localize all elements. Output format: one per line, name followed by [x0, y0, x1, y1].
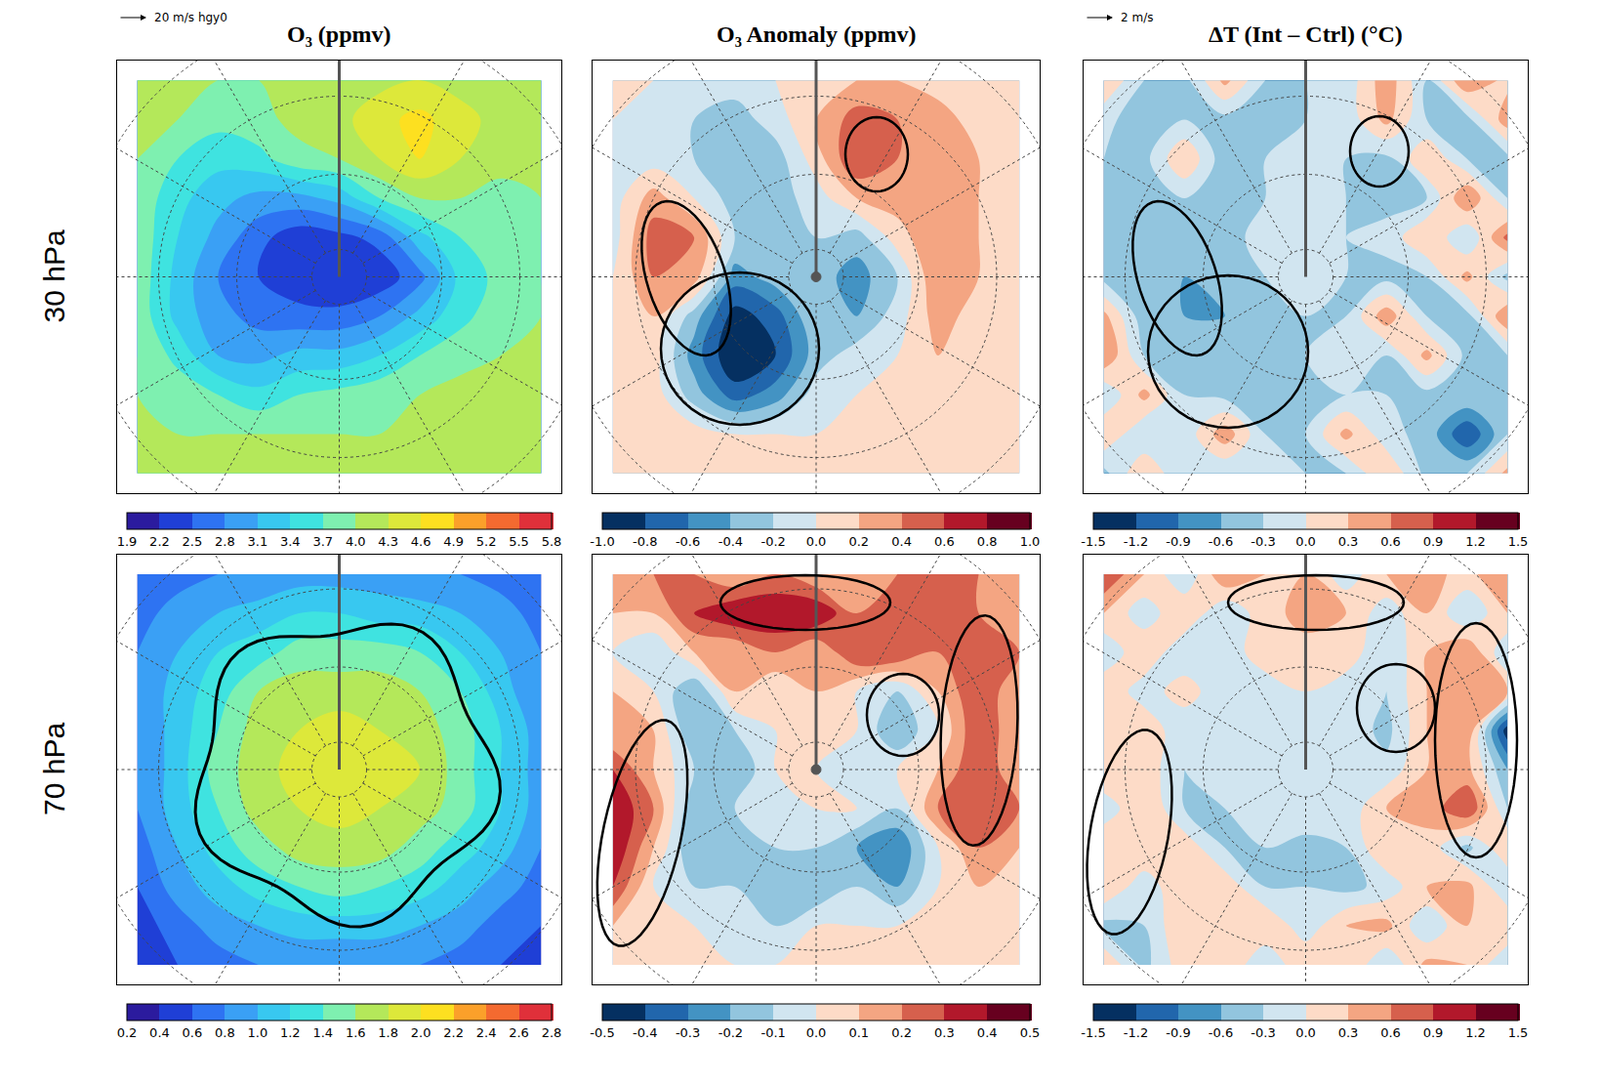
svg-text:0.9: 0.9: [1423, 533, 1444, 549]
svg-text:0.3: 0.3: [1338, 533, 1359, 549]
svg-text:2.0: 2.0: [410, 1025, 432, 1040]
svg-text:-0.2: -0.2: [761, 533, 786, 549]
svg-text:4.6: 4.6: [410, 533, 432, 549]
svg-text:4.9: 4.9: [443, 533, 464, 549]
svg-text:0.0: 0.0: [806, 533, 827, 549]
svg-text:-0.9: -0.9: [1165, 1025, 1190, 1040]
svg-text:0.2: 0.2: [117, 1025, 138, 1040]
svg-text:1.5: 1.5: [1508, 1025, 1529, 1040]
svg-text:0.2: 0.2: [848, 533, 869, 549]
svg-text:-0.4: -0.4: [632, 1025, 657, 1040]
svg-text:-0.3: -0.3: [675, 1025, 700, 1040]
svg-text:5.8: 5.8: [541, 533, 563, 549]
svg-text:2.8: 2.8: [541, 1025, 563, 1040]
svg-text:1.2: 1.2: [1465, 1025, 1486, 1040]
svg-text:2.5: 2.5: [182, 533, 204, 549]
svg-text:-0.3: -0.3: [1250, 1025, 1275, 1040]
svg-text:2.6: 2.6: [508, 1025, 530, 1040]
svg-text:0.5: 0.5: [1020, 1025, 1041, 1040]
svg-text:-1.0: -1.0: [589, 533, 615, 549]
svg-text:0.1: 0.1: [848, 1025, 869, 1040]
svg-text:20 m/s hgy0: 20 m/s hgy0: [154, 10, 228, 25]
svg-text:-1.2: -1.2: [1123, 533, 1149, 549]
svg-text:3.7: 3.7: [312, 533, 333, 549]
svg-text:1.6: 1.6: [345, 1025, 367, 1040]
svg-text:0.6: 0.6: [934, 533, 955, 549]
svg-text:2.8: 2.8: [214, 533, 236, 549]
svg-text:2.4: 2.4: [476, 1025, 497, 1040]
svg-text:4.3: 4.3: [377, 533, 399, 549]
svg-text:1.9: 1.9: [117, 533, 138, 549]
svg-text:0.8: 0.8: [214, 1025, 236, 1040]
svg-text:0.4: 0.4: [891, 533, 912, 549]
svg-text:-1.5: -1.5: [1080, 1025, 1106, 1040]
svg-text:2.2: 2.2: [443, 1025, 464, 1040]
svg-text:1.8: 1.8: [377, 1025, 399, 1040]
svg-text:5.2: 5.2: [476, 533, 497, 549]
svg-text:0.6: 0.6: [182, 1025, 204, 1040]
svg-text:1.0: 1.0: [247, 1025, 269, 1040]
svg-text:0.6: 0.6: [1380, 533, 1401, 549]
svg-text:-0.3: -0.3: [1250, 533, 1275, 549]
svg-text:-0.6: -0.6: [1208, 533, 1233, 549]
svg-text:0.9: 0.9: [1423, 1025, 1444, 1040]
svg-text:4.0: 4.0: [345, 533, 367, 549]
svg-text:1.2: 1.2: [280, 1025, 301, 1040]
svg-text:1.2: 1.2: [1465, 533, 1486, 549]
svg-text:-0.5: -0.5: [589, 1025, 615, 1040]
svg-text:ΔT (Int – Ctrl) (°C): ΔT (Int – Ctrl) (°C): [1208, 21, 1403, 47]
svg-text:-1.2: -1.2: [1123, 1025, 1149, 1040]
svg-text:0.0: 0.0: [806, 1025, 827, 1040]
svg-text:-0.1: -0.1: [761, 1025, 786, 1040]
svg-text:0.0: 0.0: [1295, 1025, 1316, 1040]
svg-text:70 hPa: 70 hPa: [38, 722, 71, 816]
svg-text:5.5: 5.5: [508, 533, 530, 549]
svg-text:2 m/s: 2 m/s: [1120, 10, 1153, 25]
svg-text:1.5: 1.5: [1508, 533, 1529, 549]
svg-text:-0.2: -0.2: [718, 1025, 743, 1040]
svg-text:-0.8: -0.8: [632, 533, 657, 549]
svg-text:-0.4: -0.4: [718, 533, 743, 549]
svg-text:0.8: 0.8: [977, 533, 998, 549]
svg-text:0.0: 0.0: [1295, 533, 1316, 549]
svg-text:3.1: 3.1: [247, 533, 269, 549]
svg-text:-0.6: -0.6: [1208, 1025, 1233, 1040]
svg-text:-0.6: -0.6: [675, 533, 700, 549]
svg-text:3.4: 3.4: [280, 533, 301, 549]
svg-text:1.0: 1.0: [1020, 533, 1041, 549]
svg-text:-1.5: -1.5: [1080, 533, 1106, 549]
svg-text:0.4: 0.4: [149, 1025, 170, 1040]
svg-text:0.3: 0.3: [1338, 1025, 1359, 1040]
svg-text:2.2: 2.2: [149, 533, 170, 549]
svg-text:0.3: 0.3: [934, 1025, 955, 1040]
svg-text:O₃ Anomaly (ppmv): O₃ Anomaly (ppmv): [716, 21, 917, 47]
svg-text:0.6: 0.6: [1380, 1025, 1401, 1040]
svg-text:-0.9: -0.9: [1165, 533, 1190, 549]
svg-text:0.2: 0.2: [891, 1025, 912, 1040]
svg-text:O₃ (ppmv): O₃ (ppmv): [287, 21, 392, 47]
svg-text:1.4: 1.4: [312, 1025, 333, 1040]
svg-text:0.4: 0.4: [977, 1025, 998, 1040]
svg-text:30 hPa: 30 hPa: [38, 229, 71, 323]
